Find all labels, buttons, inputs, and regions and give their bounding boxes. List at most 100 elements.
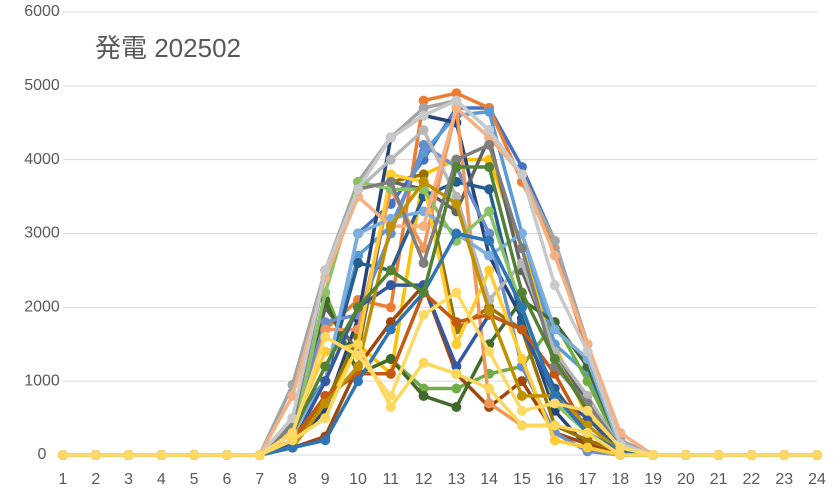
chart-title: 発電 202502 <box>95 33 241 63</box>
data-point <box>484 106 495 117</box>
y-tick-label: 6000 <box>24 3 60 20</box>
data-point <box>385 390 396 401</box>
data-point <box>451 154 462 165</box>
data-point <box>418 221 429 232</box>
data-point <box>418 287 429 298</box>
data-point <box>156 450 167 460</box>
series-line <box>63 290 817 457</box>
x-tick-label: 7 <box>255 471 264 488</box>
data-point <box>451 402 462 413</box>
series <box>58 176 822 460</box>
data-point <box>353 184 364 195</box>
y-tick-label: 4000 <box>24 151 60 168</box>
x-tick-label: 14 <box>480 471 498 488</box>
data-point <box>582 405 593 416</box>
x-tick-label: 3 <box>124 471 133 488</box>
data-point <box>418 357 429 368</box>
data-point <box>484 206 495 217</box>
data-point <box>812 450 822 460</box>
x-tick-label: 22 <box>743 471 761 488</box>
data-point <box>484 383 495 394</box>
data-point <box>385 280 396 291</box>
data-point <box>320 317 331 328</box>
data-point <box>189 450 200 460</box>
data-point <box>615 442 626 453</box>
series-line <box>63 290 817 457</box>
data-point <box>746 450 757 460</box>
data-point <box>516 324 527 335</box>
data-point <box>320 435 331 446</box>
data-point <box>713 450 724 460</box>
data-point <box>418 258 429 269</box>
data-point <box>549 250 560 261</box>
data-point <box>385 265 396 276</box>
x-tick-label: 19 <box>644 471 662 488</box>
y-tick-label: 3000 <box>24 225 60 242</box>
data-point <box>484 265 495 276</box>
data-point <box>385 368 396 379</box>
data-point <box>320 376 331 387</box>
x-tick-label: 20 <box>677 471 695 488</box>
data-point <box>385 132 396 143</box>
data-point <box>418 110 429 121</box>
data-point <box>516 376 527 387</box>
data-point <box>287 427 298 438</box>
data-point <box>320 331 331 342</box>
data-point <box>484 139 495 150</box>
x-tick-label: 10 <box>349 471 367 488</box>
data-point <box>451 95 462 106</box>
data-point <box>418 309 429 320</box>
x-tick-label: 13 <box>447 471 465 488</box>
y-tick-label: 1000 <box>24 372 60 389</box>
data-point <box>549 420 560 431</box>
x-tick-label: 16 <box>546 471 564 488</box>
data-point <box>418 102 429 113</box>
x-tick-label: 11 <box>383 471 400 488</box>
data-point <box>516 354 527 365</box>
y-tick-label: 5000 <box>24 77 60 94</box>
series <box>58 176 822 460</box>
data-point <box>287 442 298 453</box>
data-point <box>221 450 232 460</box>
data-point <box>90 450 101 460</box>
data-point <box>385 176 396 187</box>
data-point <box>353 258 364 269</box>
data-point <box>287 390 298 401</box>
x-tick-label: 12 <box>415 471 433 488</box>
data-point <box>648 450 659 460</box>
x-tick-label: 23 <box>775 471 793 488</box>
data-point <box>484 228 495 239</box>
data-point <box>385 402 396 413</box>
data-point <box>516 390 527 401</box>
data-point <box>451 198 462 209</box>
data-point <box>451 368 462 379</box>
data-point <box>451 383 462 394</box>
x-tick-label: 24 <box>808 471 826 488</box>
x-tick-label: 17 <box>579 471 597 488</box>
data-point <box>582 442 593 453</box>
data-point <box>484 250 495 261</box>
data-point <box>418 139 429 150</box>
data-point <box>353 302 364 313</box>
x-tick-label: 5 <box>190 471 199 488</box>
data-point <box>484 125 495 136</box>
data-point <box>484 346 495 357</box>
data-point <box>320 413 331 424</box>
data-point <box>516 287 527 298</box>
data-point <box>385 354 396 365</box>
data-point <box>549 398 560 409</box>
data-point <box>123 450 134 460</box>
x-tick-label: 4 <box>157 471 166 488</box>
data-point <box>484 184 495 195</box>
x-tick-label: 1 <box>59 471 68 488</box>
x-tick-label: 21 <box>710 471 728 488</box>
data-point <box>320 361 331 372</box>
data-point <box>516 243 527 254</box>
data-point <box>320 324 331 335</box>
data-point <box>385 302 396 313</box>
data-point <box>451 88 462 99</box>
data-point <box>549 435 560 446</box>
x-tick-label: 8 <box>288 471 297 488</box>
data-point <box>418 125 429 136</box>
